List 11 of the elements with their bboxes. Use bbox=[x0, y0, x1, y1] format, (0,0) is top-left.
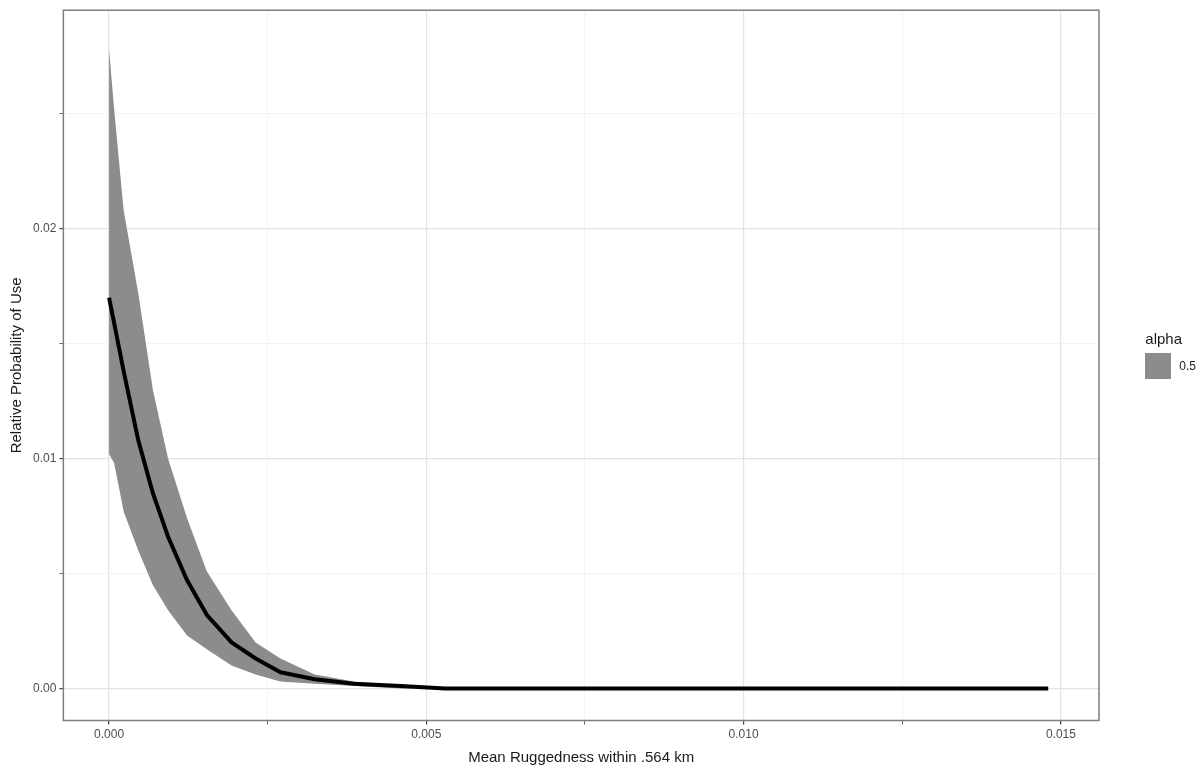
y-tick-label: 0.02 bbox=[33, 220, 57, 235]
y-axis-title: Relative Probability of Use bbox=[7, 277, 25, 454]
x-tick-label: 0.015 bbox=[1045, 727, 1077, 742]
legend-title: alpha bbox=[1145, 330, 1183, 347]
x-tick-label: 0.005 bbox=[411, 727, 442, 742]
x-tick-label: 0.000 bbox=[94, 727, 125, 742]
x-axis-title: Mean Ruggedness within .564 km bbox=[468, 748, 695, 766]
y-tick-label: 0.00 bbox=[33, 680, 57, 695]
x-tick-label: 0.010 bbox=[728, 727, 759, 742]
y-tick-label: 0.01 bbox=[33, 450, 57, 465]
text: 0.5 bbox=[1179, 359, 1196, 373]
